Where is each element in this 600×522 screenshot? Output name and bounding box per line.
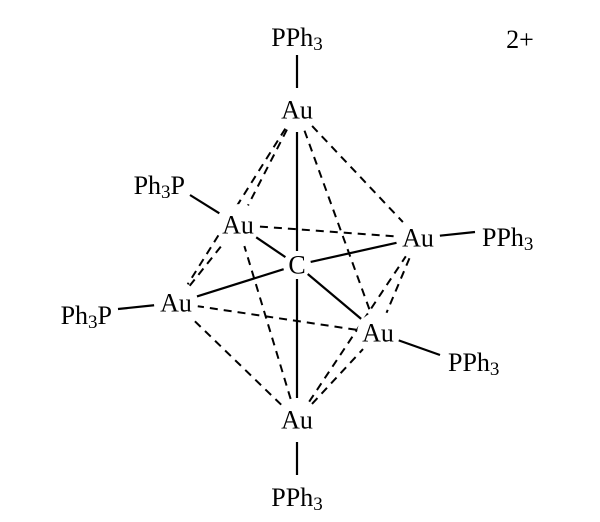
bond-Au_bot-Au_lr	[312, 349, 363, 404]
node-label-C: C	[288, 251, 305, 280]
ligand-line-Au_ul	[190, 195, 219, 213]
ligand-label-bot: PPh3	[271, 483, 322, 515]
bond-Au_top-Au_lr	[305, 131, 371, 313]
bond-C-Au_lr	[308, 274, 361, 319]
ligand-label-ll: Ph3P	[61, 301, 112, 333]
bond-C-Au_ur	[311, 243, 397, 262]
bond-Au_ll-Au_ul	[190, 242, 225, 286]
charge-label: 2+	[506, 25, 534, 54]
bond-Au_lr-Au_ll	[198, 306, 356, 330]
ligand-line-Au_ll	[118, 305, 154, 309]
bond-Au_ul-Au_ur	[260, 227, 396, 237]
bond-Au_bot-Au_ul	[244, 246, 290, 399]
bond-C-Au_ll	[197, 269, 284, 296]
ligand-label-ul: Ph3P	[134, 171, 185, 203]
bond-Au_top-Au_ur	[312, 126, 403, 222]
bond-Au_top-Au_ul	[248, 130, 287, 206]
ligand-label-top: PPh3	[271, 23, 322, 55]
ligand-label-lr: PPh3	[448, 348, 499, 380]
node-label-Au_bot: Au	[281, 406, 313, 435]
node-label-Au_top: Au	[281, 96, 313, 125]
ligand-line-Au_lr	[399, 340, 440, 355]
node-label-Au_ul: Au	[222, 211, 254, 240]
node-label-Au_ur: Au	[402, 224, 434, 253]
bond-Au_bot-Au_ll	[192, 318, 281, 404]
node-label-Au_ll: Au	[160, 289, 192, 318]
bond-C-Au_ul	[256, 237, 285, 257]
node-label-Au_lr: Au	[362, 319, 394, 348]
structure-diagram: C Au Au Au Au Au Au PPh3 PPh3 Ph3P PPh3 Ph3P PPh3 2+	[0, 0, 600, 522]
ligand-line-Au_ur	[440, 232, 475, 236]
ligand-label-ur: PPh3	[482, 223, 533, 255]
